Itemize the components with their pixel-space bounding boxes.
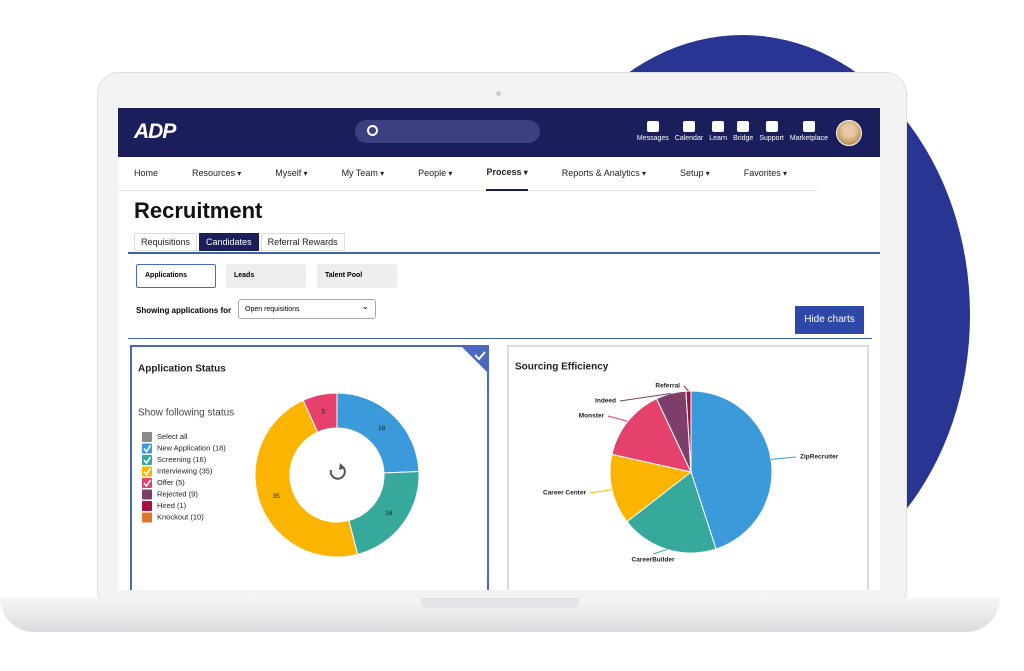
category-label: CareerBuilder bbox=[632, 557, 675, 564]
icon-label: Messages bbox=[636, 135, 669, 142]
legend-label: Screening (16) bbox=[157, 455, 207, 464]
filter-select[interactable]: Open requisitions bbox=[238, 296, 376, 319]
bridge[interactable]: Bridge bbox=[733, 121, 753, 142]
laptop-notch bbox=[420, 598, 580, 608]
menu: Home Resources Myself My Team People Pro… bbox=[118, 157, 818, 191]
icon-label: Calendar bbox=[674, 135, 704, 142]
menu-item[interactable]: Setup bbox=[680, 157, 710, 190]
selected-corner bbox=[462, 347, 489, 374]
icon-label: Bridge bbox=[733, 135, 754, 142]
top-bar: ADP Messages Calendar Learn Bridge Suppo… bbox=[118, 108, 880, 157]
tab[interactable]: Requisitions bbox=[134, 233, 198, 251]
tab[interactable]: Referral Rewards bbox=[260, 233, 345, 251]
category-label: Career Center bbox=[543, 490, 586, 497]
leader-line bbox=[589, 489, 613, 494]
data-label: 16 bbox=[385, 510, 393, 517]
menu-item[interactable]: Resources bbox=[192, 157, 241, 190]
legend-label: Select all bbox=[157, 432, 188, 441]
legend-label: Offer (5) bbox=[157, 478, 185, 487]
page-title: Recruitment bbox=[134, 198, 263, 223]
legend-check bbox=[143, 445, 152, 453]
logo[interactable]: ADP bbox=[134, 120, 176, 143]
avatar[interactable] bbox=[836, 120, 862, 146]
legend-check bbox=[143, 456, 152, 465]
marketplace[interactable]: Marketplace bbox=[790, 121, 828, 142]
refresh-icon[interactable] bbox=[329, 466, 346, 480]
legend-label: Interviewing (35) bbox=[157, 466, 213, 475]
tab[interactable]: Candidates bbox=[199, 233, 259, 251]
charts: Application Status Show following status S… bbox=[138, 347, 839, 564]
leader-line bbox=[770, 456, 797, 460]
hide-charts-button[interactable]: Hide charts bbox=[795, 306, 864, 334]
tabs: Requisitions Candidates Referral Rewards bbox=[134, 233, 347, 251]
category-label: ZipRecruiter bbox=[800, 454, 839, 461]
menu-item[interactable]: People bbox=[418, 157, 452, 190]
category-label: Monster bbox=[579, 413, 605, 420]
pie-slice bbox=[690, 390, 773, 550]
legend-check bbox=[143, 468, 152, 476]
subtab[interactable]: Talent Pool bbox=[317, 264, 397, 288]
subtab[interactable]: Leads bbox=[226, 264, 306, 288]
legend-label: New Application (18) bbox=[157, 443, 226, 452]
leader-line bbox=[683, 385, 689, 392]
legend-label: Hired (1) bbox=[157, 501, 187, 510]
donut-segment bbox=[336, 392, 420, 474]
donut-segment bbox=[254, 399, 359, 558]
filter-label: Showing applications for bbox=[136, 306, 232, 315]
divider bbox=[128, 252, 880, 254]
support[interactable]: Support bbox=[759, 121, 784, 142]
data-label: 35 bbox=[273, 493, 281, 500]
leader-line bbox=[607, 415, 628, 422]
donut-segment bbox=[348, 470, 420, 555]
chart-subtitle: Show following status bbox=[138, 408, 234, 419]
legend-checkbox[interactable] bbox=[142, 512, 152, 523]
legend-label: Rejected (9) bbox=[157, 489, 198, 498]
leader-line bbox=[652, 548, 668, 555]
menu-item[interactable]: Home bbox=[134, 168, 159, 178]
chart-title: Sourcing Efficiency bbox=[515, 362, 609, 373]
menu-item[interactable]: My Team bbox=[342, 157, 385, 190]
menu-item[interactable]: Favorites bbox=[744, 157, 787, 190]
legend-checkbox[interactable] bbox=[142, 501, 152, 511]
pie-slice bbox=[609, 453, 693, 523]
legend-label: Knockout (10) bbox=[157, 512, 204, 521]
category-label: Indeed bbox=[595, 398, 616, 405]
legend-check bbox=[143, 479, 152, 488]
search-box[interactable] bbox=[355, 120, 540, 143]
data-label: 18 bbox=[378, 425, 386, 432]
icon-label: Support bbox=[759, 135, 784, 142]
menu-item[interactable]: Process bbox=[486, 156, 528, 191]
icon-label: Marketplace bbox=[789, 135, 828, 142]
category-label: Referral bbox=[655, 383, 680, 390]
leader-line bbox=[619, 393, 671, 402]
icon-label: Learn bbox=[709, 135, 728, 142]
menu-item[interactable]: Myself bbox=[275, 157, 307, 190]
legend-checkbox[interactable] bbox=[142, 432, 152, 442]
camera bbox=[496, 91, 501, 96]
subtab[interactable]: Applications bbox=[136, 264, 216, 288]
calendar[interactable]: Calendar bbox=[675, 121, 703, 142]
refresh-arrow bbox=[339, 463, 345, 470]
pie-slice bbox=[685, 390, 692, 473]
messages[interactable]: Messages bbox=[637, 121, 669, 142]
header-icons: Messages Calendar Learn Bridge Support M… bbox=[637, 121, 828, 142]
check-icon bbox=[474, 351, 486, 361]
menu-item[interactable]: Reports & Analytics bbox=[562, 157, 646, 190]
chart-title: Application Status bbox=[138, 364, 226, 375]
donut-segment bbox=[302, 392, 338, 433]
divider bbox=[128, 338, 872, 339]
data-label: 5 bbox=[322, 409, 326, 416]
legend-checkbox[interactable] bbox=[142, 489, 152, 500]
pie-slice bbox=[611, 398, 692, 473]
learn[interactable]: Learn bbox=[709, 121, 727, 142]
